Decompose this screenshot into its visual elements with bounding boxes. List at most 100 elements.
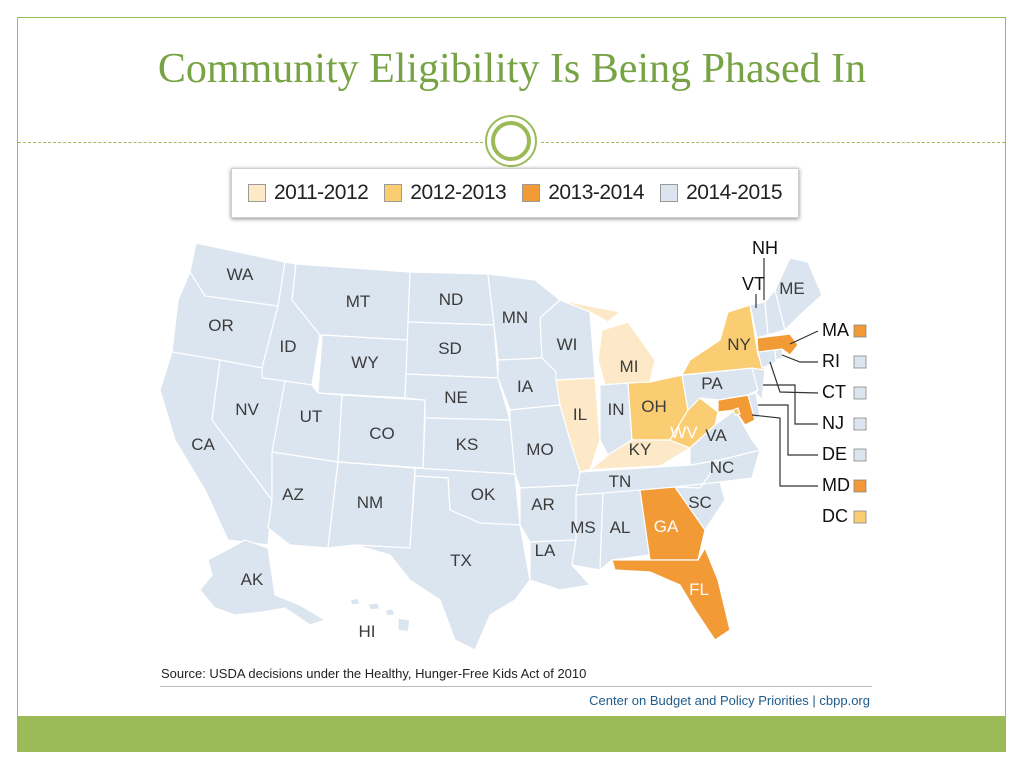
state-label-oh: OH (641, 397, 667, 416)
legend-swatch (660, 184, 679, 202)
state-label-ny: NY (727, 335, 751, 354)
title-divider-right (541, 142, 1005, 143)
state-ga (639, 486, 706, 561)
state-label-ne: NE (444, 388, 468, 407)
state-ny (680, 304, 767, 376)
state-ak (199, 539, 327, 626)
state-label-ok: OK (471, 485, 496, 504)
state-al (599, 489, 651, 572)
callout-line-ma (789, 330, 819, 345)
state-label-wi: WI (557, 335, 578, 354)
state-label-il: IL (573, 405, 587, 424)
state-label-sd: SD (438, 339, 462, 358)
callout-line-ri (781, 354, 818, 363)
footer-bar (17, 716, 1006, 752)
northeast-callouts: NH VT MA RI CT NJ DE MD DC (742, 238, 867, 526)
state-de (747, 392, 761, 422)
state-label-nd: ND (439, 290, 464, 309)
legend-item-2011-2012: 2011-2012 (247, 181, 369, 205)
callout-label-de: DE (822, 444, 847, 464)
legend-swatch (384, 184, 403, 202)
state-label-az: AZ (282, 485, 304, 504)
state-label-wy: WY (351, 353, 378, 372)
callout-swatch-md (853, 479, 867, 493)
state-label-ks: KS (456, 435, 479, 454)
callout-label-ma: MA (822, 320, 849, 340)
source-divider (160, 686, 872, 687)
callout-swatch-dc (853, 510, 867, 524)
state-ri (774, 348, 784, 361)
state-label-in: IN (608, 400, 625, 419)
state-label-pa: PA (701, 374, 723, 393)
state-label-mn: MN (502, 308, 528, 327)
callout-swatch-ri (853, 355, 867, 369)
state-tx (354, 475, 531, 651)
state-ma (756, 333, 799, 356)
callout-line-nj (763, 384, 818, 425)
callout-swatch-ma (853, 324, 867, 338)
callout-swatch-nj (853, 417, 867, 431)
state-label-me: ME (779, 279, 805, 298)
callout-label-nh: NH (752, 238, 778, 258)
state-label-nc: NC (710, 458, 735, 477)
state-label-fl: FL (689, 580, 709, 599)
state-label-ak: AK (241, 570, 264, 589)
map-legend: 2011-2012 2012-2013 2013-2014 2014-2015 (231, 168, 799, 218)
divider-ring-inner (491, 121, 531, 161)
legend-swatch (522, 184, 541, 202)
legend-label: 2012-2013 (410, 181, 507, 204)
callout-swatch-de (853, 448, 867, 462)
state-il (555, 377, 601, 473)
state-label-ms: MS (570, 518, 596, 537)
state-label-ca: CA (191, 435, 215, 454)
state-label-id: ID (280, 337, 297, 356)
state-label-mi: MI (620, 357, 639, 376)
credit-line: Center on Budget and Policy Priorities |… (589, 693, 870, 708)
state-label-mt: MT (346, 292, 371, 311)
state-va (689, 409, 762, 466)
callout-label-nj: NJ (822, 413, 844, 433)
legend-label: 2013-2014 (548, 181, 645, 204)
state-label-nv: NV (235, 400, 259, 419)
state-label-mo: MO (526, 440, 553, 459)
state-label-ia: IA (517, 377, 534, 396)
state-dc (732, 407, 741, 416)
legend-swatch (247, 184, 266, 202)
state-ms (571, 492, 604, 571)
state-label-hi: HI (359, 622, 376, 641)
source-note: Source: USDA decisions under the Healthy… (161, 666, 587, 681)
legend-label: 2011-2012 (273, 181, 369, 204)
state-label-sc: SC (688, 493, 712, 512)
state-fl (611, 546, 731, 641)
state-labels: WA OR CA ID NV MT WY UT AZ CO NM ND SD N… (191, 265, 805, 641)
state-label-al: AL (610, 518, 631, 537)
callout-label-dc: DC (822, 506, 848, 526)
state-label-nm: NM (357, 493, 383, 512)
state-label-tx: TX (450, 551, 472, 570)
state-me (774, 257, 823, 332)
state-label-ga: GA (654, 517, 679, 536)
title-divider-left (18, 142, 483, 143)
state-label-tn: TN (609, 472, 632, 491)
state-label-ut: UT (300, 407, 323, 426)
legend-label: 2014-2015 (686, 181, 783, 204)
callout-label-ct: CT (822, 382, 846, 402)
callout-label-md: MD (822, 475, 850, 495)
callout-label-vt: VT (742, 274, 765, 294)
state-label-wa: WA (227, 265, 254, 284)
callout-line-ct (769, 361, 819, 394)
state-label-ar: AR (531, 495, 555, 514)
legend-item-2014-2015: 2014-2015 (660, 181, 783, 205)
callout-swatch-ct (853, 386, 867, 400)
legend-item-2012-2013: 2012-2013 (384, 181, 507, 205)
state-label-or: OR (208, 316, 234, 335)
callout-label-ri: RI (822, 351, 840, 371)
state-label-co: CO (369, 424, 395, 443)
state-label-ky: KY (629, 440, 652, 459)
state-label-va: VA (705, 426, 727, 445)
state-label-wv: WV (670, 423, 698, 442)
state-hi (349, 597, 411, 633)
legend-item-2013-2014: 2013-2014 (522, 181, 645, 205)
state-label-la: LA (535, 541, 556, 560)
slide-title: Community Eligibility Is Being Phased In (157, 46, 867, 92)
